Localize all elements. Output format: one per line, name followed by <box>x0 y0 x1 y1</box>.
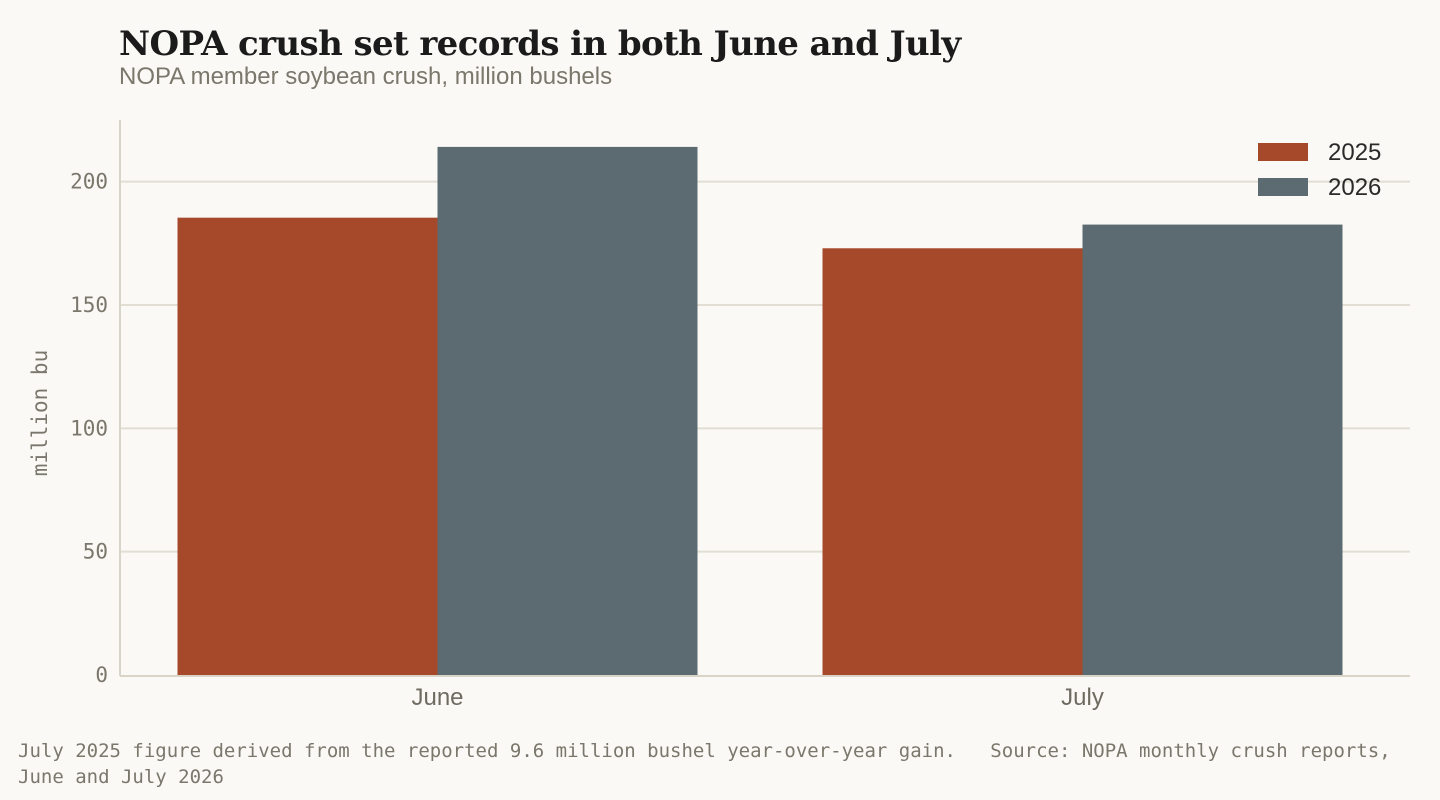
bar-2026-june <box>437 146 698 676</box>
y-tick-labels: 0 50 100 150 200 <box>70 170 108 687</box>
legend-label: 2026 <box>1328 174 1381 201</box>
axes <box>119 120 1410 677</box>
legend-swatch <box>1258 143 1308 161</box>
footnote: July 2025 figure derived from the report… <box>18 740 1403 788</box>
x-category-label: July <box>1061 684 1104 711</box>
bar-2025-june <box>177 217 438 675</box>
legend: 2025 2026 <box>1258 139 1381 201</box>
bar-2025-july <box>822 248 1083 675</box>
bars <box>177 146 1343 676</box>
y-axis-title: million bu <box>28 350 52 476</box>
chart-subtitle: NOPA member soybean crush, million bushe… <box>119 63 613 90</box>
x-category-labels: June July <box>411 684 1103 711</box>
bar-2026-july <box>1082 224 1343 675</box>
legend-label: 2025 <box>1328 139 1381 166</box>
y-tick-label: 200 <box>70 170 108 194</box>
y-tick-label: 100 <box>70 416 108 440</box>
x-category-label: June <box>411 684 463 711</box>
y-tick-label: 150 <box>70 293 108 317</box>
y-tick-label: 50 <box>83 540 108 564</box>
chart-title: NOPA crush set records in both June and … <box>119 24 961 64</box>
y-tick-label: 0 <box>95 663 108 687</box>
legend-swatch <box>1258 178 1308 196</box>
